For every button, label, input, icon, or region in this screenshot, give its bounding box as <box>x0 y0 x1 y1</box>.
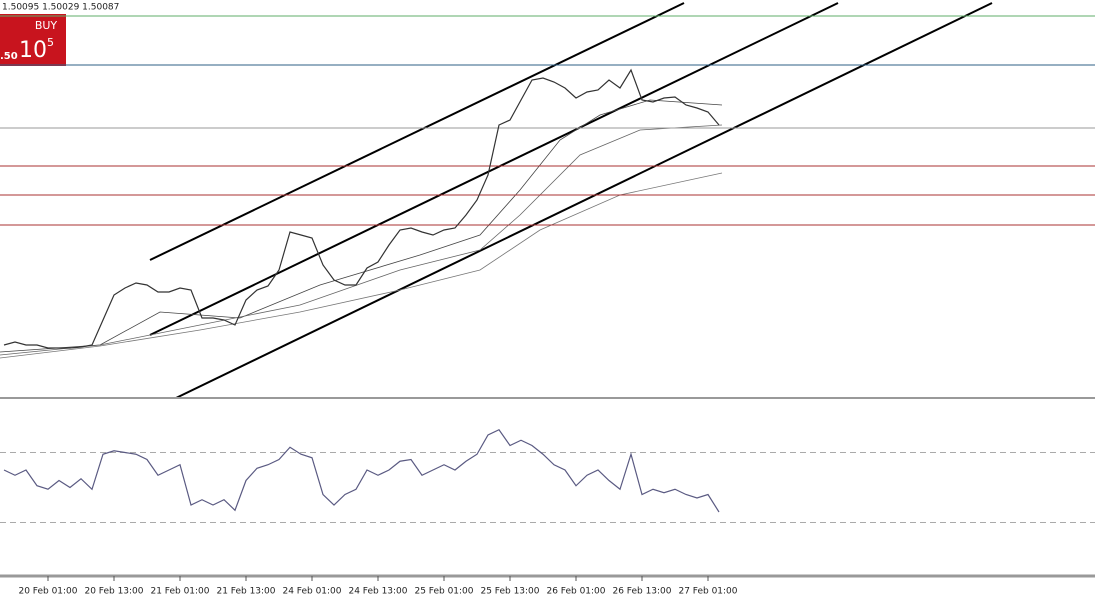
x-tick-label: 24 Feb 01:00 <box>282 587 341 597</box>
bid-prefix: .50 <box>0 51 18 62</box>
x-tick-label: 24 Feb 13:00 <box>348 587 407 597</box>
channel-mid <box>149 2 839 336</box>
x-tick-label: 26 Feb 01:00 <box>546 587 605 597</box>
price-small: 5 <box>47 36 54 49</box>
buy-box[interactable] <box>0 14 66 66</box>
channel-lines <box>149 2 993 399</box>
moving-averages <box>0 99 723 359</box>
channel-top <box>149 2 685 261</box>
channel-bottom <box>175 2 993 399</box>
x-tick-label: 21 Feb 13:00 <box>216 587 275 597</box>
trade-panel[interactable]: BUY .50 10 5 <box>0 14 66 66</box>
ma-fast <box>0 99 723 353</box>
x-tick-label: 20 Feb 01:00 <box>18 587 77 597</box>
price-line <box>3 428 720 513</box>
ma-mid <box>0 124 723 356</box>
ma-slow <box>0 172 723 359</box>
buy-label[interactable]: BUY <box>35 19 58 32</box>
price-line <box>3 68 720 349</box>
x-tick-label: 21 Feb 01:00 <box>150 587 209 597</box>
x-tick-label: 27 Feb 01:00 <box>678 587 737 597</box>
x-tick-label: 20 Feb 13:00 <box>84 587 143 597</box>
x-tick-label: 25 Feb 13:00 <box>480 587 539 597</box>
x-tick-label: 26 Feb 13:00 <box>612 587 671 597</box>
price-big: 10 <box>19 38 47 63</box>
quote-text: 1.50095 1.50029 1.50087 <box>2 3 119 13</box>
x-tick-label: 25 Feb 01:00 <box>414 587 473 597</box>
